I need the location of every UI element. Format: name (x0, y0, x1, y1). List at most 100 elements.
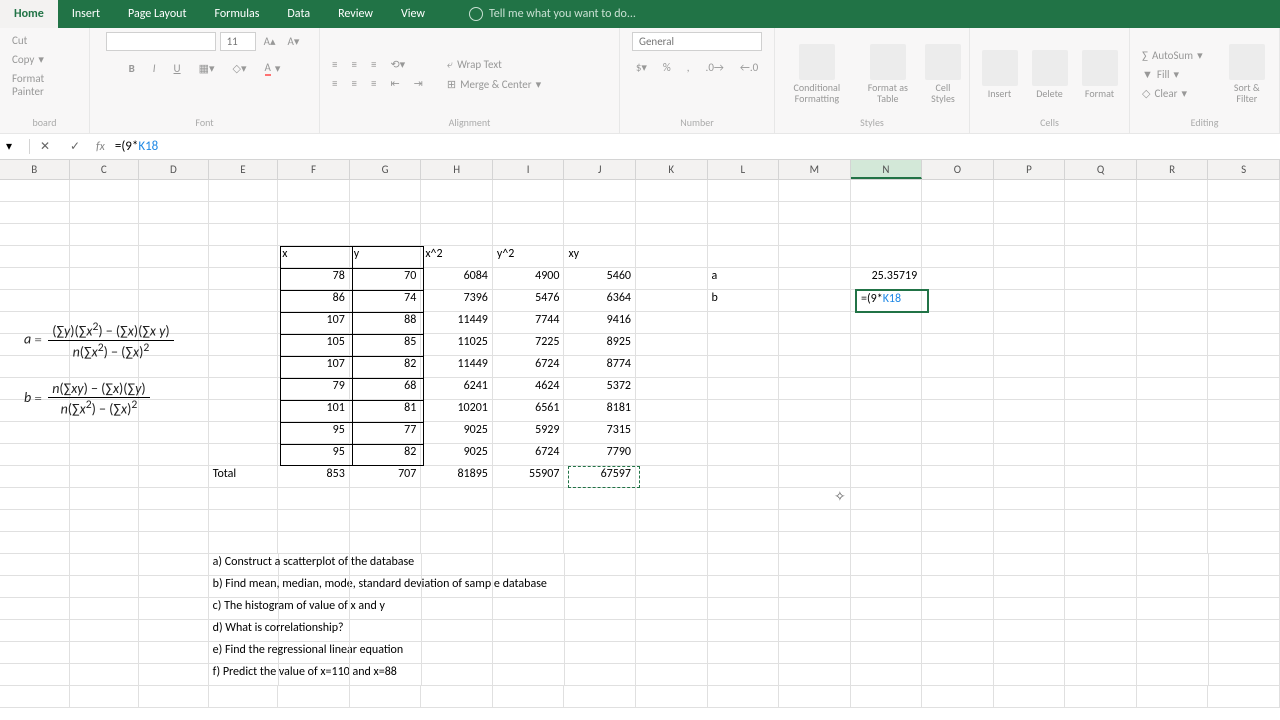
cell[interactable] (779, 554, 851, 576)
cell[interactable] (493, 576, 565, 598)
cell[interactable] (708, 620, 780, 642)
cell[interactable] (922, 466, 994, 488)
cell[interactable] (994, 642, 1066, 664)
cell[interactable] (209, 444, 279, 466)
cell[interactable] (139, 246, 209, 268)
cell[interactable] (493, 642, 565, 664)
cell[interactable]: 11449 (421, 356, 493, 378)
cell[interactable] (708, 334, 780, 356)
cell[interactable] (350, 576, 422, 598)
cell[interactable] (1137, 686, 1209, 708)
cell[interactable] (421, 224, 493, 246)
cell[interactable] (994, 664, 1066, 686)
col-header-C[interactable]: C (70, 160, 140, 179)
cell[interactable] (994, 334, 1066, 356)
cell[interactable] (70, 290, 140, 312)
cell[interactable]: 9416 (564, 312, 636, 334)
fill-color-button[interactable]: ◇▾ (229, 60, 251, 77)
cell[interactable] (70, 356, 140, 378)
cell[interactable] (0, 510, 70, 532)
cell[interactable] (922, 422, 994, 444)
cell[interactable] (70, 664, 140, 686)
cell[interactable] (851, 444, 923, 466)
cell[interactable] (0, 312, 70, 334)
cell[interactable]: 6364 (564, 290, 636, 312)
cell[interactable]: 86 (278, 290, 350, 312)
cell[interactable] (1208, 202, 1280, 224)
wrap-text-button[interactable]: ⤶ Wrap Text (443, 56, 545, 74)
cell[interactable] (70, 642, 140, 664)
cell[interactable] (779, 576, 851, 598)
cell[interactable] (994, 444, 1066, 466)
cell[interactable] (565, 642, 637, 664)
cell[interactable] (922, 356, 994, 378)
cell[interactable] (922, 598, 994, 620)
cell[interactable] (209, 686, 279, 708)
cell[interactable] (1137, 510, 1209, 532)
cell[interactable] (636, 532, 708, 554)
cell[interactable] (1137, 488, 1209, 510)
cell[interactable] (708, 202, 780, 224)
cell[interactable] (1208, 466, 1280, 488)
cell[interactable] (422, 664, 494, 686)
cell[interactable] (994, 180, 1066, 202)
currency-button[interactable]: $▾ (632, 59, 651, 76)
cell[interactable] (922, 400, 994, 422)
cell[interactable] (0, 576, 70, 598)
cell[interactable] (139, 620, 209, 642)
cell[interactable] (1208, 488, 1280, 510)
cell[interactable]: d) What is correlationship? (209, 620, 279, 642)
cell[interactable]: y (350, 246, 422, 268)
cell[interactable] (636, 664, 708, 686)
cell[interactable]: 4900 (493, 268, 565, 290)
cell[interactable] (1065, 466, 1137, 488)
tab-data[interactable]: Data (273, 0, 324, 28)
cell[interactable] (0, 642, 70, 664)
cell[interactable] (1208, 686, 1280, 708)
sort-filter-button[interactable]: Sort & Filter (1223, 44, 1271, 104)
cell[interactable] (421, 686, 493, 708)
cell[interactable] (1137, 290, 1209, 312)
cell[interactable] (779, 466, 851, 488)
cell[interactable] (421, 180, 493, 202)
cell[interactable] (636, 554, 708, 576)
cell[interactable]: 8181 (564, 400, 636, 422)
cell[interactable] (851, 334, 923, 356)
cell[interactable] (209, 334, 279, 356)
cell[interactable] (421, 488, 493, 510)
underline-button[interactable]: U (170, 60, 185, 77)
cell[interactable] (994, 268, 1066, 290)
cell[interactable] (994, 400, 1066, 422)
cell[interactable] (209, 224, 279, 246)
cell[interactable]: 79 (278, 378, 350, 400)
col-header-M[interactable]: M (779, 160, 851, 179)
cell[interactable] (1209, 576, 1280, 598)
cell[interactable] (1137, 356, 1209, 378)
cell[interactable] (422, 620, 494, 642)
cell[interactable]: 107 (278, 312, 350, 334)
cell[interactable] (922, 312, 994, 334)
cell[interactable]: 7396 (421, 290, 493, 312)
cell[interactable] (1137, 598, 1209, 620)
cell[interactable] (139, 598, 209, 620)
col-header-R[interactable]: R (1137, 160, 1209, 179)
cell[interactable] (0, 180, 70, 202)
cell[interactable] (493, 620, 565, 642)
cell[interactable] (922, 686, 994, 708)
cell[interactable] (779, 202, 851, 224)
cell[interactable] (278, 686, 350, 708)
cell[interactable] (922, 202, 994, 224)
cell[interactable] (851, 554, 923, 576)
cell[interactable] (564, 532, 636, 554)
cell[interactable] (1065, 268, 1137, 290)
cell[interactable] (209, 532, 279, 554)
cell[interactable] (636, 488, 708, 510)
cell[interactable] (1065, 510, 1137, 532)
cell[interactable] (708, 532, 780, 554)
cancel-formula-button[interactable]: ✕ (30, 139, 60, 154)
cell[interactable] (209, 180, 279, 202)
tell-me-search[interactable]: Tell me what you want to do... (469, 0, 636, 28)
align-center-button[interactable]: ≡ (347, 75, 360, 92)
cell[interactable] (708, 598, 780, 620)
cell[interactable] (851, 532, 923, 554)
